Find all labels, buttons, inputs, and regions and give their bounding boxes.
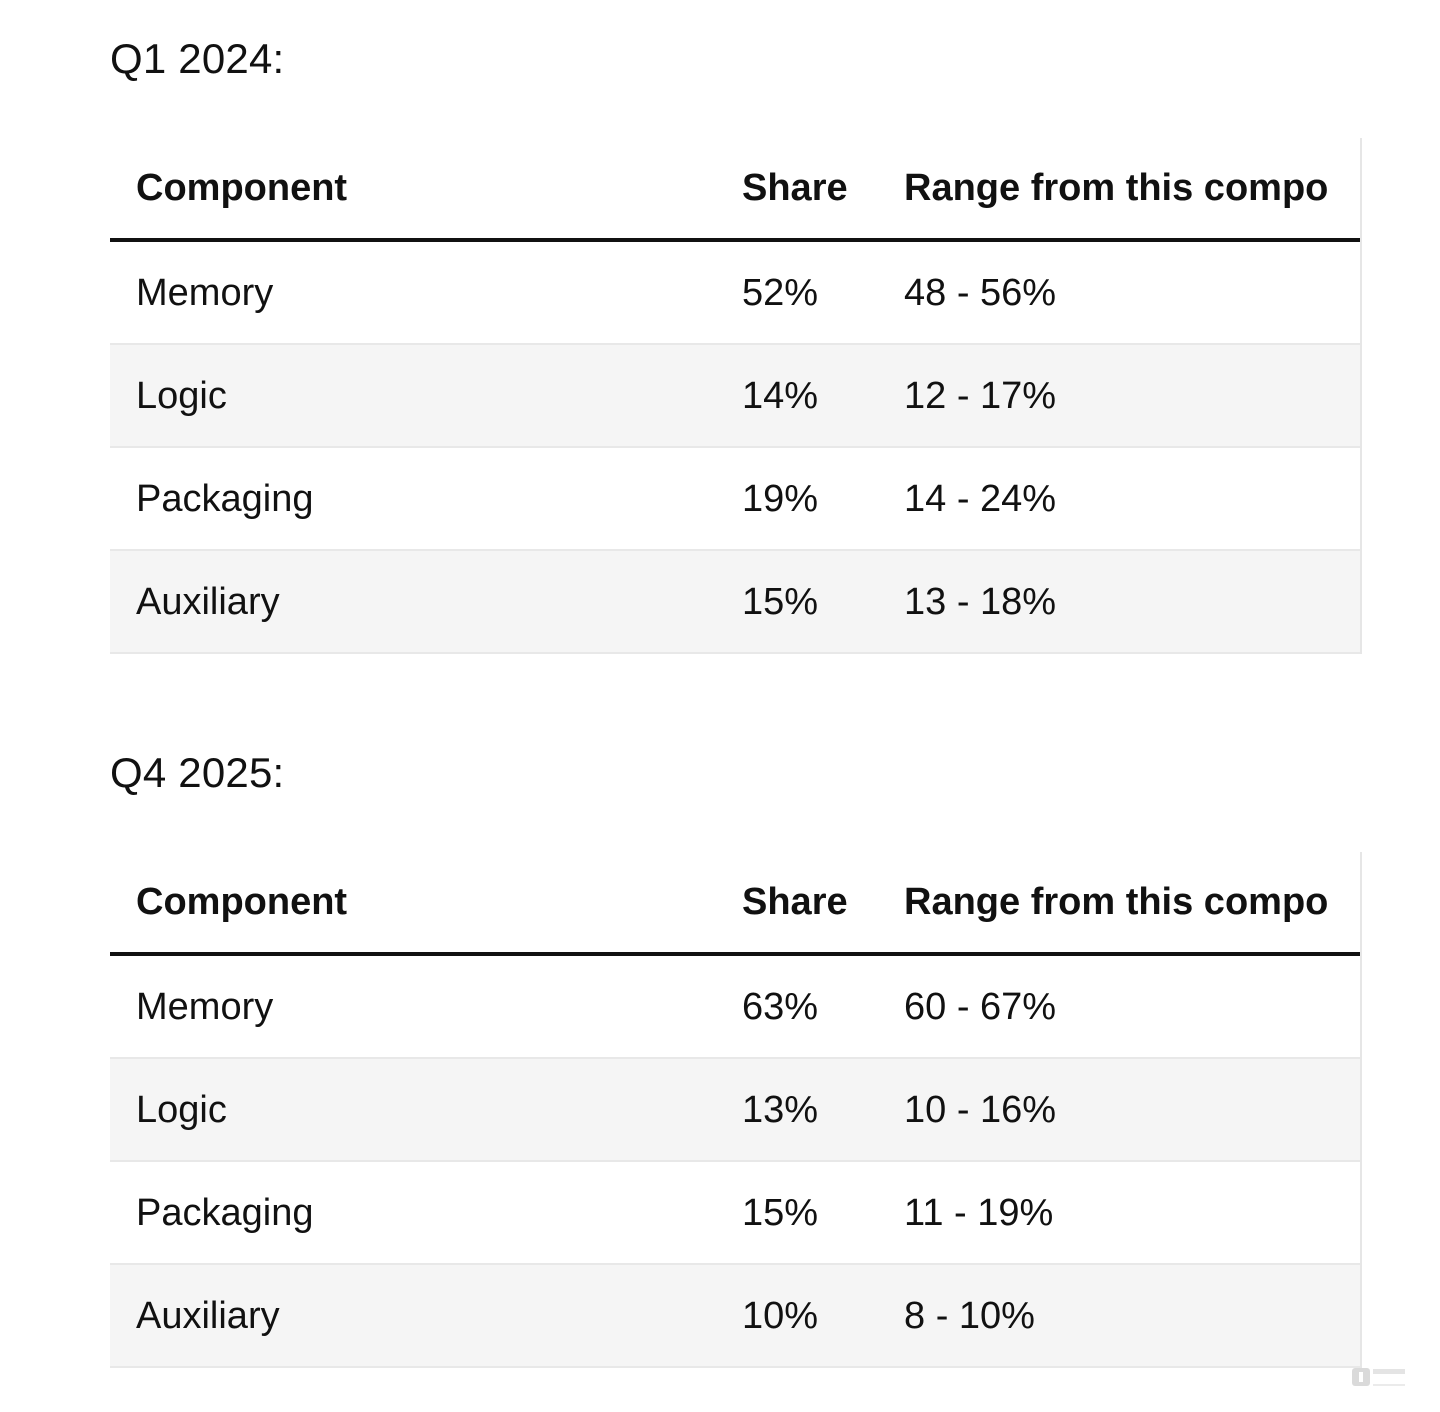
- table-header-row: Component Share Range from this compo: [110, 852, 1360, 956]
- section-title-q4-2025: Q4 2025:: [110, 749, 285, 796]
- table-row: Auxiliary 10% 8 - 10%: [110, 1264, 1360, 1368]
- cell-component: Packaging: [110, 447, 742, 551]
- column-header-component: Component: [110, 138, 742, 242]
- column-header-range: Range from this compo: [904, 852, 1360, 956]
- table-row: Logic 13% 10 - 16%: [110, 1058, 1360, 1162]
- cell-share: 63%: [742, 954, 904, 1059]
- cell-range: 48 - 56%: [904, 240, 1360, 345]
- table-row: Memory 52% 48 - 56%: [110, 240, 1360, 345]
- column-header-component: Component: [110, 852, 742, 956]
- section-title-q1-2024: Q1 2024:: [110, 35, 285, 82]
- column-header-share: Share: [742, 852, 904, 956]
- cell-share: 10%: [742, 1264, 904, 1368]
- cell-component: Memory: [110, 240, 742, 345]
- table-row: Auxiliary 15% 13 - 18%: [110, 550, 1360, 654]
- table-q1-2024: Component Share Range from this compo Me…: [110, 138, 1362, 654]
- cell-range: 13 - 18%: [904, 550, 1360, 654]
- cell-range: 60 - 67%: [904, 954, 1360, 1059]
- table-row: Logic 14% 12 - 17%: [110, 344, 1360, 448]
- table-row: Packaging 15% 11 - 19%: [110, 1161, 1360, 1265]
- cell-share: 14%: [742, 344, 904, 448]
- cell-share: 15%: [742, 550, 904, 654]
- cell-share: 19%: [742, 447, 904, 551]
- table-q4-2025: Component Share Range from this compo Me…: [110, 852, 1362, 1368]
- cell-component: Memory: [110, 954, 742, 1059]
- cell-range: 8 - 10%: [904, 1264, 1360, 1368]
- cell-range: 12 - 17%: [904, 344, 1360, 448]
- cell-component: Auxiliary: [110, 550, 742, 654]
- cell-component: Packaging: [110, 1161, 742, 1265]
- watermark-wordmark: [1373, 1368, 1405, 1386]
- table-row: Memory 63% 60 - 67%: [110, 954, 1360, 1059]
- cell-range: 11 - 19%: [904, 1161, 1360, 1265]
- column-header-range: Range from this compo: [904, 138, 1360, 242]
- cell-component: Logic: [110, 1058, 742, 1162]
- column-header-share: Share: [742, 138, 904, 242]
- cell-share: 15%: [742, 1161, 904, 1265]
- cell-range: 10 - 16%: [904, 1058, 1360, 1162]
- cell-component: Auxiliary: [110, 1264, 742, 1368]
- cell-range: 14 - 24%: [904, 447, 1360, 551]
- table-header-row: Component Share Range from this compo: [110, 138, 1360, 242]
- cell-share: 13%: [742, 1058, 904, 1162]
- table-row: Packaging 19% 14 - 24%: [110, 447, 1360, 551]
- cell-component: Logic: [110, 344, 742, 448]
- cell-share: 52%: [742, 240, 904, 345]
- watermark: [1352, 1366, 1408, 1388]
- brand-logo-icon: [1352, 1368, 1370, 1386]
